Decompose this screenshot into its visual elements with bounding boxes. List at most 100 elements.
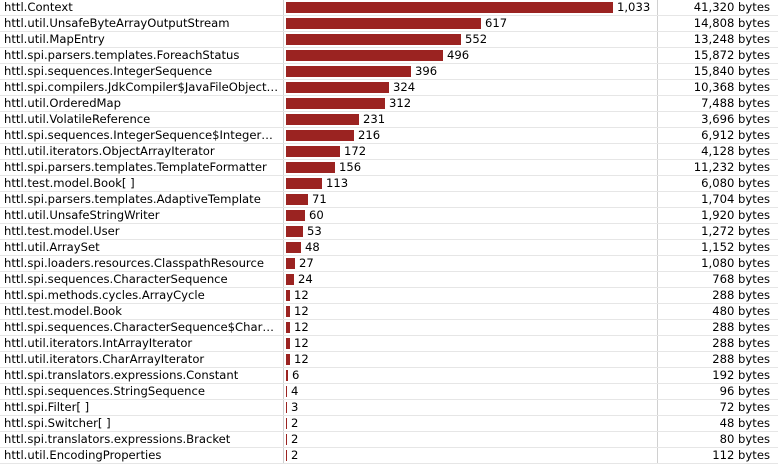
- column-divider: [657, 400, 658, 415]
- column-divider: [283, 32, 284, 47]
- column-divider: [657, 432, 658, 447]
- class-name-cell: httl.spi.parsers.templates.TemplateForma…: [4, 160, 267, 174]
- instance-count-label: 172: [344, 144, 367, 158]
- column-divider: [657, 352, 658, 367]
- column-divider: [657, 96, 658, 111]
- table-row[interactable]: httl.spi.translators.expressions.Constan…: [0, 368, 778, 384]
- size-bytes-cell: 14,808 bytes: [693, 16, 770, 30]
- class-name-cell: httl.spi.sequences.CharacterSequence: [4, 272, 228, 286]
- column-divider: [657, 256, 658, 271]
- size-bytes-cell: 6,080 bytes: [701, 176, 770, 190]
- column-divider: [283, 416, 284, 431]
- table-row[interactable]: httl.spi.parsers.templates.ForeachStatus…: [0, 48, 778, 64]
- table-row[interactable]: httl.spi.translators.expressions.Bracket…: [0, 432, 778, 448]
- table-row[interactable]: httl.spi.sequences.IntegerSequence 396 15,…: [0, 64, 778, 80]
- instance-count-bar: [286, 146, 340, 157]
- instance-count-bar: [286, 18, 481, 29]
- column-divider: [657, 128, 658, 143]
- table-row[interactable]: httl.util.EncodingProperties 2 112 bytes: [0, 448, 778, 464]
- class-name-cell: httl.test.model.User: [4, 224, 120, 238]
- instance-count-bar: [286, 82, 389, 93]
- table-row[interactable]: httl.spi.methods.cycles.ArrayCycle 12 288 …: [0, 288, 778, 304]
- table-row[interactable]: httl.test.model.Book 12 480 bytes: [0, 304, 778, 320]
- class-name-cell: httl.spi.Switcher[ ]: [4, 416, 111, 430]
- instance-count-label: 324: [393, 80, 416, 94]
- class-name-cell: httl.util.ArraySet: [4, 240, 100, 254]
- table-row[interactable]: httl.util.iterators.CharArrayIterator 12 2…: [0, 352, 778, 368]
- table-row[interactable]: httl.test.model.User 53 1,272 bytes: [0, 224, 778, 240]
- table-row[interactable]: httl.util.VolatileReference 231 3,696 byte…: [0, 112, 778, 128]
- column-divider: [657, 16, 658, 31]
- size-bytes-cell: 15,872 bytes: [693, 48, 770, 62]
- column-divider: [283, 0, 284, 15]
- table-row[interactable]: httl.util.UnsafeByteArrayOutputStream 617…: [0, 16, 778, 32]
- instance-count-label: 2: [291, 432, 299, 446]
- size-bytes-cell: 288 bytes: [712, 320, 770, 334]
- column-divider: [657, 112, 658, 127]
- table-row[interactable]: httl.util.iterators.ObjectArrayIterator 1…: [0, 144, 778, 160]
- column-divider: [283, 48, 284, 63]
- table-row[interactable]: httl.spi.Switcher[ ] 2 48 bytes: [0, 416, 778, 432]
- instance-count-label: 496: [447, 48, 470, 62]
- size-bytes-cell: 1,272 bytes: [701, 224, 770, 238]
- size-bytes-cell: 192 bytes: [712, 368, 770, 382]
- instance-count-label: 156: [339, 160, 362, 174]
- instance-count-bar: [286, 434, 287, 445]
- size-bytes-cell: 96 bytes: [719, 384, 770, 398]
- table-row[interactable]: httl.spi.parsers.templates.AdaptiveTempl…: [0, 192, 778, 208]
- size-bytes-cell: 41,320 bytes: [693, 0, 770, 14]
- size-bytes-cell: 1,152 bytes: [701, 240, 770, 254]
- class-name-cell: httl.util.MapEntry: [4, 32, 105, 46]
- table-row[interactable]: httl.spi.sequences.CharacterSequence 24 76…: [0, 272, 778, 288]
- class-name-cell: httl.util.iterators.IntArrayIterator: [4, 336, 193, 350]
- column-divider: [283, 352, 284, 367]
- table-row[interactable]: httl.spi.Filter[ ] 3 72 bytes: [0, 400, 778, 416]
- column-divider: [657, 64, 658, 79]
- table-row[interactable]: httl.util.iterators.IntArrayIterator 12 28…: [0, 336, 778, 352]
- instance-count-bar: [286, 66, 411, 77]
- table-row[interactable]: httl.util.UnsafeStringWriter 60 1,920 byte…: [0, 208, 778, 224]
- instance-count-label: 12: [294, 320, 309, 334]
- column-divider: [283, 144, 284, 159]
- table-row[interactable]: httl.spi.compilers.JdkCompiler$JavaFileO…: [0, 80, 778, 96]
- table-row[interactable]: httl.util.OrderedMap 312 7,488 bytes: [0, 96, 778, 112]
- instance-count-bar: [286, 274, 294, 285]
- instance-count-label: 60: [309, 208, 324, 222]
- table-row[interactable]: httl.spi.loaders.resources.ClasspathReso…: [0, 256, 778, 272]
- instance-count-bar: [286, 418, 287, 429]
- column-divider: [657, 160, 658, 175]
- table-row[interactable]: httl.spi.sequences.StringSequence 4 96 byt…: [0, 384, 778, 400]
- instance-count-label: 12: [294, 336, 309, 350]
- column-divider: [657, 448, 658, 463]
- table-row[interactable]: httl.test.model.Book[ ] 113 6,080 bytes: [0, 176, 778, 192]
- table-row[interactable]: httl.Context 1,033 41,320 bytes: [0, 0, 778, 16]
- column-divider: [657, 320, 658, 335]
- size-bytes-cell: 480 bytes: [712, 304, 770, 318]
- instance-count-bar: [286, 34, 461, 45]
- table-row[interactable]: httl.spi.sequences.CharacterSequence$Cha…: [0, 320, 778, 336]
- size-bytes-cell: 4,128 bytes: [701, 144, 770, 158]
- column-divider: [283, 224, 284, 239]
- column-divider: [657, 272, 658, 287]
- table-row[interactable]: httl.util.ArraySet 48 1,152 bytes: [0, 240, 778, 256]
- column-divider: [283, 400, 284, 415]
- column-divider: [657, 416, 658, 431]
- instance-count-bar: [286, 370, 288, 381]
- instance-count-bar: [286, 258, 295, 269]
- class-name-cell: httl.util.UnsafeStringWriter: [4, 208, 160, 222]
- size-bytes-cell: 15,840 bytes: [693, 64, 770, 78]
- class-name-cell: httl.test.model.Book: [4, 304, 122, 318]
- instance-count-label: 27: [299, 256, 314, 270]
- table-row[interactable]: httl.spi.sequences.IntegerSequence$Integ…: [0, 128, 778, 144]
- instance-count-label: 6: [292, 368, 300, 382]
- size-bytes-cell: 11,232 bytes: [693, 160, 770, 174]
- class-name-cell: httl.util.iterators.CharArrayIterator: [4, 352, 205, 366]
- instance-count-bar: [286, 130, 354, 141]
- instance-count-bar: [286, 210, 305, 221]
- table-row[interactable]: httl.util.MapEntry 552 13,248 bytes: [0, 32, 778, 48]
- size-bytes-cell: 768 bytes: [712, 272, 770, 286]
- column-divider: [657, 208, 658, 223]
- class-name-cell: httl.spi.translators.expressions.Bracket: [4, 432, 231, 446]
- column-divider: [283, 192, 284, 207]
- table-row[interactable]: httl.spi.parsers.templates.TemplateForma…: [0, 160, 778, 176]
